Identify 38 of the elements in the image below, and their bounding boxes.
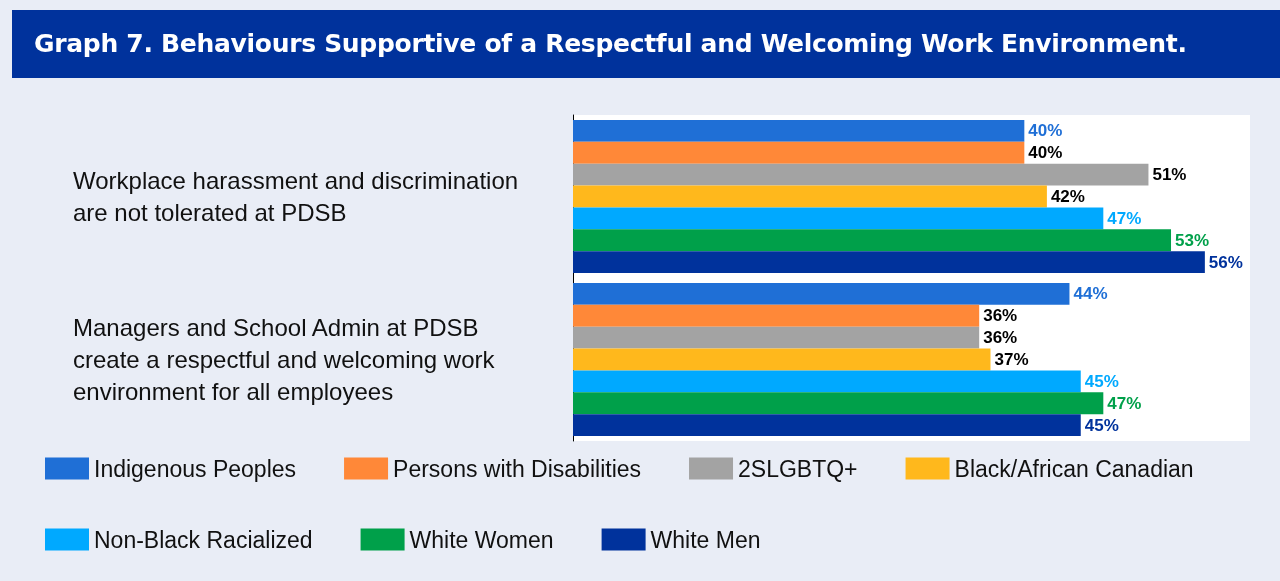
y-tick-label: Managers and School Admin at PDSB create a respectful and welcoming work environment for all employees	[73, 314, 502, 405]
data-label: 36%	[983, 328, 1018, 348]
legend-label: 2SLGBTQ+	[738, 455, 858, 482]
bar	[573, 185, 1047, 208]
bar	[573, 141, 1025, 164]
data-label: 53%	[1175, 230, 1210, 250]
data-label: 44%	[1073, 284, 1108, 304]
bar	[573, 414, 1081, 437]
bar	[573, 326, 980, 349]
bar	[573, 163, 1149, 186]
data-label: 45%	[1084, 415, 1119, 435]
legend-label: Black/African Canadian	[954, 455, 1194, 482]
data-label: 56%	[1208, 252, 1243, 272]
data-label: 51%	[1152, 165, 1187, 185]
legend-label: White Men	[650, 526, 761, 553]
legend-label: Indigenous Peoples	[94, 455, 297, 482]
data-label: 40%	[1028, 121, 1063, 141]
bar	[573, 370, 1081, 393]
bar	[573, 348, 991, 371]
bar	[573, 207, 1104, 230]
bar	[573, 229, 1172, 252]
y-tick-label: Workplace harassment and discrimination are not tolerated at PDSB	[73, 167, 525, 226]
data-label: 47%	[1107, 393, 1142, 413]
bar	[573, 119, 1025, 142]
data-label: 37%	[994, 350, 1029, 369]
data-label: 47%	[1107, 208, 1142, 228]
bar	[573, 304, 980, 327]
data-label: 40%	[1028, 143, 1063, 163]
legend-label: Persons with Disabilities	[393, 455, 642, 482]
data-label: 42%	[1050, 187, 1085, 206]
legend-label: Non-Black Racialized	[94, 526, 313, 553]
legend-label: White Women	[409, 526, 554, 553]
bar	[573, 282, 1070, 305]
data-label: 36%	[983, 306, 1018, 326]
bar	[573, 251, 1205, 274]
bar	[573, 392, 1104, 415]
chart-title: Graph 7. Behaviours Supportive of a Respectful and Welcoming Work Environment.	[12, 10, 1280, 78]
data-label: 45%	[1084, 371, 1119, 391]
